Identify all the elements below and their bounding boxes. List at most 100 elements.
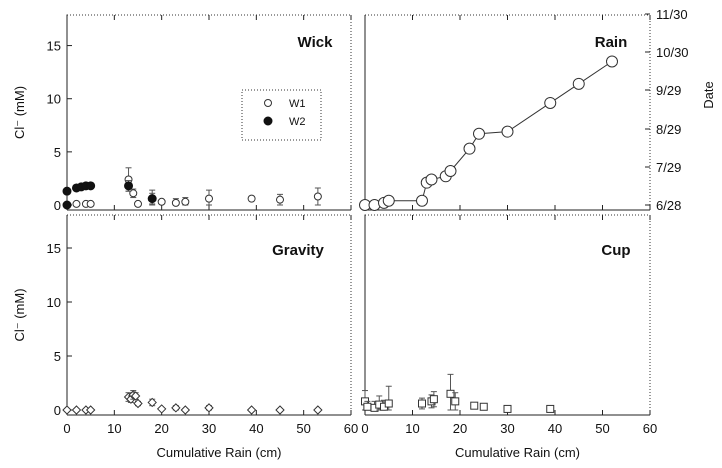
data-point bbox=[416, 194, 428, 207]
data-point bbox=[276, 195, 284, 204]
data-point bbox=[62, 200, 72, 210]
panel-title: Rain bbox=[595, 34, 628, 51]
legend-marker bbox=[263, 116, 273, 126]
data-point bbox=[363, 402, 372, 411]
data-point bbox=[382, 194, 395, 207]
panel-cup: 0 10 20 30 40 50 60 Cup Cumulative Rain (cm) bbox=[361, 214, 657, 460]
x-tick-label: 0 bbox=[361, 421, 368, 436]
data-point bbox=[71, 405, 82, 415]
series-rain-0 bbox=[359, 55, 618, 211]
y-right-tick-label: 10/30 bbox=[656, 45, 689, 60]
y-tick-label: 10 bbox=[47, 92, 61, 107]
data-point bbox=[147, 194, 157, 204]
x-tick-label: 30 bbox=[202, 421, 216, 436]
data-point bbox=[171, 198, 180, 207]
x-tick-label: 20 bbox=[154, 421, 168, 436]
data-point bbox=[205, 194, 213, 203]
x-tick-label: 50 bbox=[296, 421, 310, 436]
panel-wick: 0 5 10 15 Wick Cl⁻ (mM) W1 W2 bbox=[12, 14, 352, 213]
y-right-axis-title: Date bbox=[701, 81, 716, 108]
series-wick-0 bbox=[72, 167, 322, 208]
data-point bbox=[606, 55, 618, 68]
legend: W1 W2 bbox=[241, 89, 322, 141]
data-point bbox=[546, 404, 555, 413]
y-tick-label: 15 bbox=[47, 241, 61, 256]
data-point bbox=[180, 405, 191, 415]
data-point bbox=[425, 173, 438, 186]
x-axis-title: Cumulative Rain (cm) bbox=[455, 445, 580, 460]
x-tick-label: 50 bbox=[595, 421, 609, 436]
data-point bbox=[444, 164, 457, 177]
y-tick-label: 5 bbox=[54, 349, 61, 364]
data-point bbox=[473, 127, 485, 140]
y-right-tick-label: 11/30 bbox=[656, 7, 688, 22]
data-point bbox=[246, 405, 257, 415]
x-tick-label: 10 bbox=[107, 421, 121, 436]
data-point bbox=[275, 405, 285, 415]
y-tick-label: 15 bbox=[47, 39, 61, 54]
y-right-tick-label: 8/29 bbox=[656, 122, 681, 137]
legend-label: W2 bbox=[289, 116, 306, 128]
y-tick-label: 10 bbox=[47, 295, 61, 310]
data-point bbox=[86, 181, 96, 191]
data-point bbox=[313, 192, 322, 201]
data-point bbox=[204, 403, 214, 413]
x-tick-label: 0 bbox=[63, 421, 70, 436]
data-point bbox=[544, 96, 557, 109]
data-point bbox=[134, 199, 142, 208]
data-point bbox=[130, 391, 141, 401]
data-point bbox=[418, 399, 426, 408]
data-point bbox=[147, 397, 157, 408]
data-point bbox=[62, 405, 72, 415]
x-tick-label: 60 bbox=[643, 421, 657, 436]
x-tick-label: 20 bbox=[453, 421, 467, 436]
legend-label: W1 bbox=[289, 98, 306, 110]
x-tick-label: 40 bbox=[548, 421, 562, 436]
data-point bbox=[72, 199, 81, 208]
data-point bbox=[384, 399, 393, 408]
data-point bbox=[470, 401, 479, 410]
data-point bbox=[451, 397, 460, 406]
data-point bbox=[86, 199, 95, 208]
data-point bbox=[85, 405, 96, 415]
data-point bbox=[171, 403, 181, 413]
x-tick-label: 10 bbox=[405, 421, 419, 436]
panel-title: Gravity bbox=[272, 242, 324, 259]
x-axis-title: Cumulative Rain (cm) bbox=[157, 445, 282, 460]
data-point bbox=[124, 181, 134, 191]
y-tick-label: 5 bbox=[54, 145, 61, 160]
y-right-tick-label: 6/28 bbox=[656, 198, 681, 213]
data-point bbox=[429, 395, 438, 404]
series-cup-0 bbox=[361, 373, 555, 413]
x-tick-label: 40 bbox=[249, 421, 263, 436]
panel-rain: 6/28 7/29 8/29 9/29 10/30 11/30 Rain Date bbox=[359, 7, 716, 213]
data-point bbox=[181, 197, 190, 206]
data-point bbox=[446, 389, 455, 398]
panel-gravity: 0 10 20 30 40 50 60 0 5 10 15 Gravity Cl⁻ (mM) Cumula… bbox=[12, 214, 358, 460]
panel-title: Cup bbox=[601, 242, 630, 259]
legend-box bbox=[241, 89, 322, 141]
data-point bbox=[503, 404, 512, 413]
y-right-tick-label: 7/29 bbox=[656, 160, 681, 175]
series-wick-1 bbox=[62, 180, 157, 210]
data-point bbox=[156, 404, 167, 414]
y-tick-label: 0 bbox=[54, 403, 61, 418]
y-axis-title: Cl⁻ (mM) bbox=[12, 86, 27, 139]
data-point bbox=[313, 405, 323, 415]
panel-title: Wick bbox=[298, 34, 334, 51]
y-tick-label: 0 bbox=[54, 198, 61, 213]
legend-marker bbox=[264, 99, 272, 107]
data-point bbox=[62, 186, 72, 196]
y-right-tick-label: 9/29 bbox=[656, 83, 681, 98]
data-point bbox=[133, 398, 143, 409]
y-axis-title: Cl⁻ (mM) bbox=[12, 288, 27, 341]
x-tick-label: 60 bbox=[344, 421, 358, 436]
data-point bbox=[501, 125, 514, 138]
data-point bbox=[572, 77, 585, 90]
series-gravity-0 bbox=[62, 390, 323, 415]
data-point bbox=[463, 142, 476, 155]
data-point bbox=[479, 402, 488, 411]
data-point bbox=[157, 197, 166, 206]
x-tick-label: 30 bbox=[500, 421, 514, 436]
